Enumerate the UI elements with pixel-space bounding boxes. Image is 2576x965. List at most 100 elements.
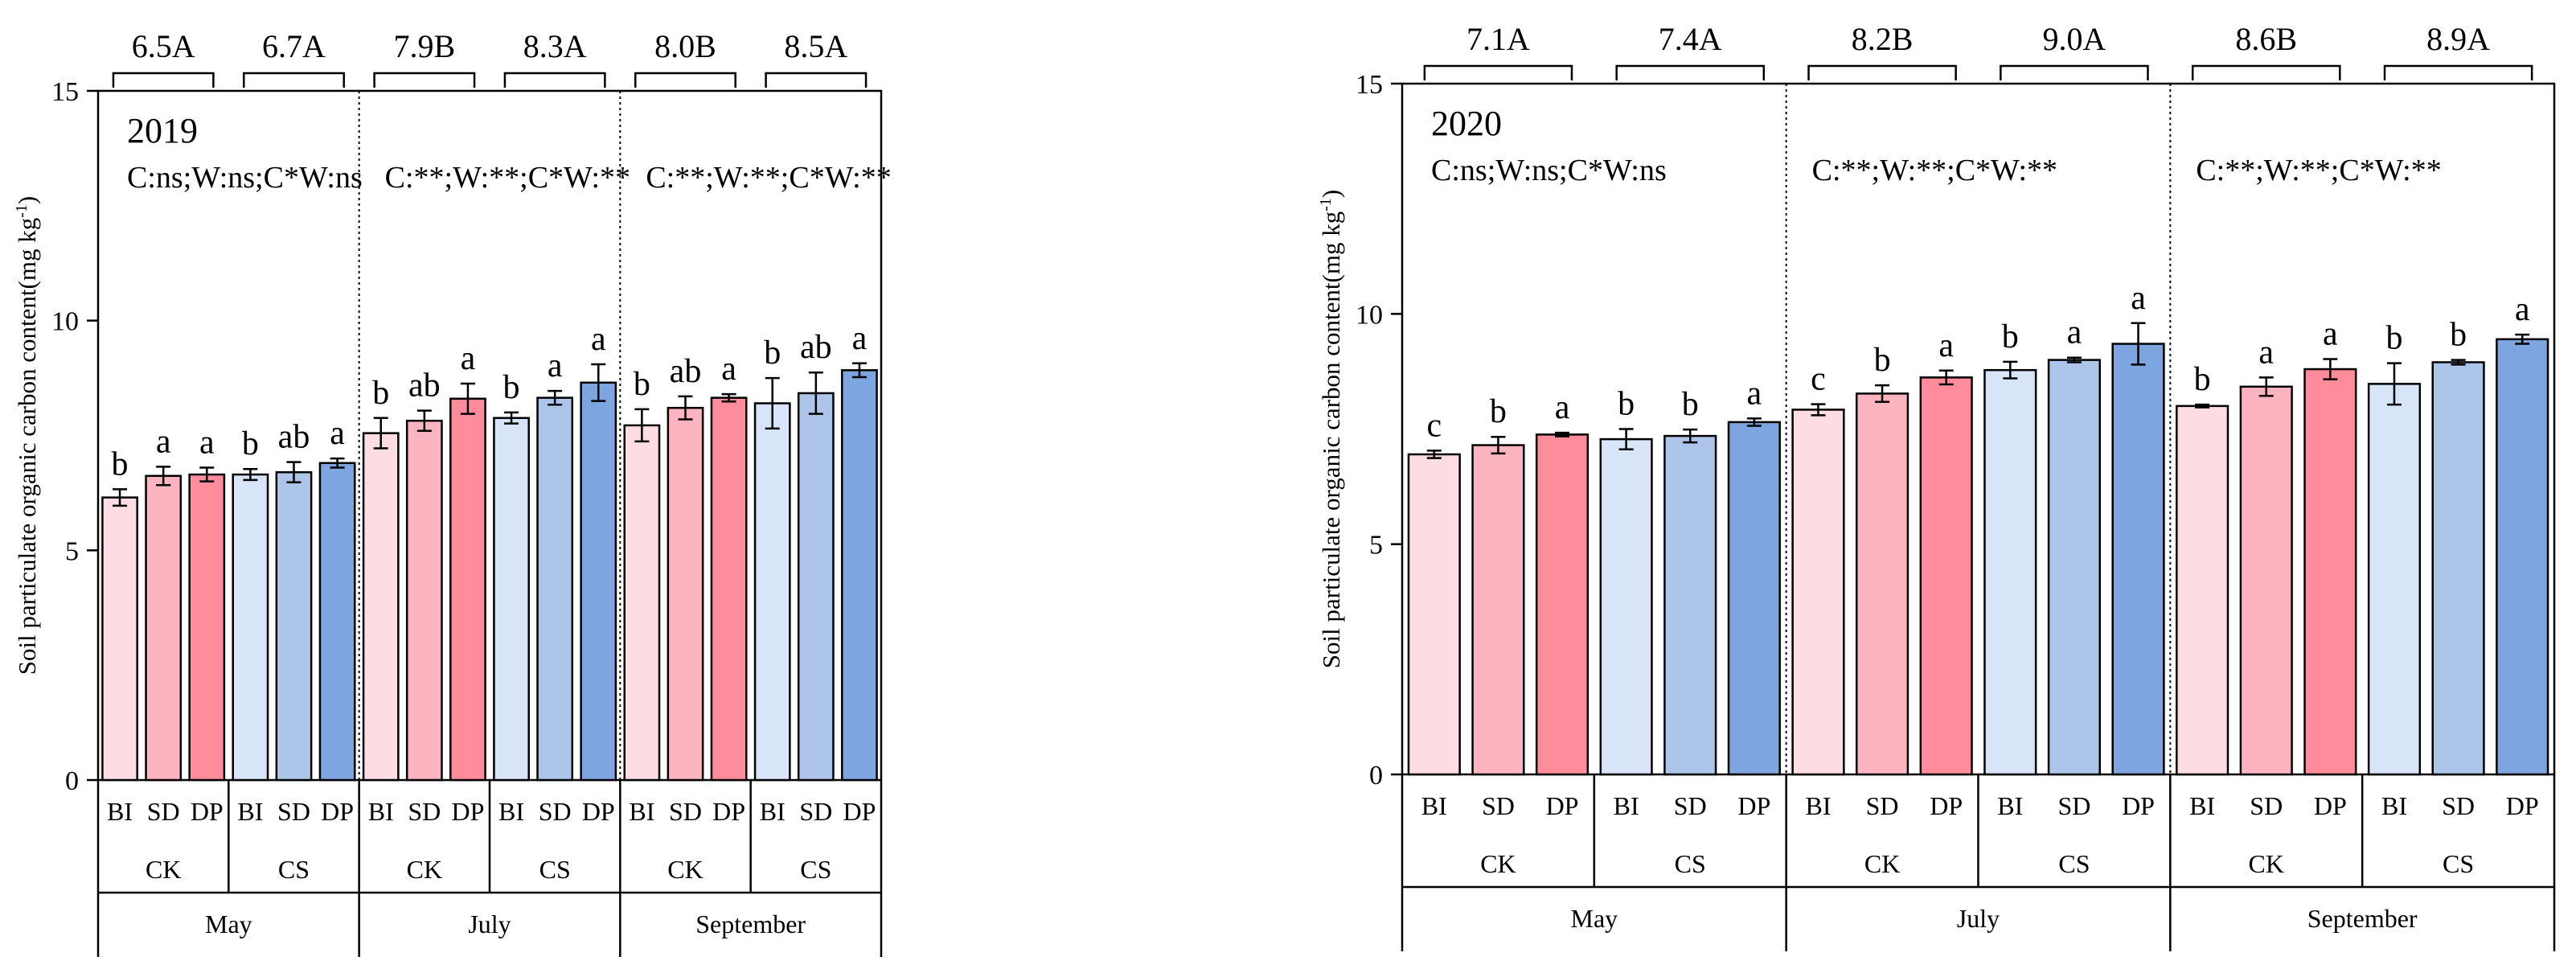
group-mean-label: 8.3A xyxy=(523,28,587,64)
group-bracket xyxy=(2383,64,2533,80)
group-mean-label: 8.6B xyxy=(2235,21,2297,57)
group-mean-label: 8.9A xyxy=(2426,21,2490,57)
x-tick-label: DP xyxy=(1546,791,1579,820)
group-bracket xyxy=(503,72,606,88)
panel-2020: 0 5 10 15 Soil particulate organic carbon co… xyxy=(1317,21,2556,951)
bar-sd xyxy=(275,470,313,782)
significance-letter: a xyxy=(721,351,736,388)
significance-stats: C:**;W:**;C*W:** xyxy=(646,161,891,195)
group-mean-label: 7.9B xyxy=(393,28,455,64)
significance-letter: a xyxy=(330,415,345,452)
month-label: July xyxy=(468,910,511,938)
year-label: 2020 xyxy=(1431,104,1502,143)
bar-dp xyxy=(1919,376,1973,776)
month-label: September xyxy=(2307,904,2418,933)
x-tick-label: SD xyxy=(1482,791,1515,820)
significance-letter: c xyxy=(1811,361,1826,398)
bar-dp xyxy=(710,396,748,782)
x-tick-label: BI xyxy=(1805,791,1831,820)
significance-letter: a xyxy=(1555,389,1570,426)
x-tick-label: DP xyxy=(843,797,876,826)
x-tick-label: DP xyxy=(582,797,615,826)
x-tick-label: DP xyxy=(712,797,745,826)
x-tick-label: BI xyxy=(2189,791,2215,820)
significance-letter: b xyxy=(372,375,389,412)
group-mean-label: 6.5A xyxy=(132,28,195,64)
y-tick-label: 15 xyxy=(1356,70,1383,100)
treatment-label: CS xyxy=(1675,849,1706,878)
x-tick-label: DP xyxy=(1737,791,1770,820)
x-tick-label: BI xyxy=(629,797,654,826)
x-tick-label: DP xyxy=(191,797,224,826)
bar-bi xyxy=(1407,453,1461,776)
significance-letter: ab xyxy=(670,353,702,390)
y-tick-label: 0 xyxy=(1369,761,1383,790)
y-axis-label: Soil particulate organic carbon content(… xyxy=(13,196,41,675)
x-tick-label: SD xyxy=(669,797,702,826)
x-tick-label: BI xyxy=(1997,791,2023,820)
treatment-label: CK xyxy=(2249,849,2284,878)
y-axis-label: Soil particulate organic carbon content(… xyxy=(1317,190,1345,668)
significance-letter: ab xyxy=(800,329,832,366)
bar-bi xyxy=(753,402,791,782)
significance-letter: a xyxy=(2258,334,2274,371)
significance-stats: C:ns;W:ns;C*W:ns xyxy=(127,161,363,195)
significance-letter: b xyxy=(2194,361,2211,398)
bar-sd xyxy=(2431,361,2485,776)
bar-bi xyxy=(1983,368,2037,776)
treatment-label: CK xyxy=(1864,849,1900,878)
significance-letter: b xyxy=(1874,342,1891,379)
group-mean-label: 8.5A xyxy=(784,28,847,64)
bar-dp xyxy=(580,381,617,782)
significance-letter: a xyxy=(461,340,476,377)
month-label: September xyxy=(695,910,806,938)
bar-bi xyxy=(623,424,661,782)
bar-dp xyxy=(449,397,486,782)
bar-dp xyxy=(841,369,878,782)
bar-bi xyxy=(362,432,400,782)
month-label: May xyxy=(1571,904,1618,933)
y-tick-label: 5 xyxy=(65,536,79,566)
treatment-label: CS xyxy=(278,855,310,884)
group-bracket xyxy=(1423,64,1573,80)
bar-sd xyxy=(536,396,574,782)
significance-letter: b xyxy=(503,369,520,406)
x-tick-label: BI xyxy=(368,797,394,826)
x-tick-label: BI xyxy=(2381,791,2407,820)
x-tick-label: DP xyxy=(451,797,484,826)
treatment-label: CS xyxy=(2443,849,2474,878)
treatment-label: CS xyxy=(800,855,831,884)
x-tick-label: SD xyxy=(1674,791,1707,820)
significance-letter: a xyxy=(156,423,171,460)
significance-letter: c xyxy=(1426,407,1442,444)
significance-letter: b xyxy=(242,425,259,462)
significance-letter: a xyxy=(2067,314,2082,351)
y-tick-label: 10 xyxy=(51,307,79,337)
significance-letter: a xyxy=(852,320,868,357)
significance-letter: b xyxy=(2450,317,2467,354)
group-bracket xyxy=(112,72,215,88)
x-tick-label: SD xyxy=(147,797,180,826)
x-tick-label: DP xyxy=(2506,791,2539,820)
y-tick-label: 5 xyxy=(1369,531,1383,561)
x-tick-label: SD xyxy=(1866,791,1899,820)
significance-letter: b xyxy=(764,335,781,372)
bar-sd xyxy=(405,419,443,782)
group-mean-label: 7.1A xyxy=(1466,21,1530,57)
group-mean-label: 6.7A xyxy=(262,28,326,64)
treatment-label: CK xyxy=(667,855,703,884)
significance-letter: a xyxy=(2131,280,2146,317)
x-tick-label: BI xyxy=(498,797,524,826)
significance-letter: a xyxy=(1938,327,1954,364)
group-mean-label: 8.2B xyxy=(1852,21,1914,57)
x-tick-label: SD xyxy=(408,797,441,826)
x-tick-label: SD xyxy=(2442,791,2475,820)
significance-letter: b xyxy=(1618,386,1635,423)
bar-dp xyxy=(2111,343,2165,776)
month-label: July xyxy=(1957,904,2000,933)
bar-sd xyxy=(1471,444,1525,776)
group-bracket xyxy=(243,72,345,88)
group-bracket xyxy=(634,72,736,88)
significance-letter: b xyxy=(2385,320,2402,357)
significance-letter: b xyxy=(112,446,129,482)
